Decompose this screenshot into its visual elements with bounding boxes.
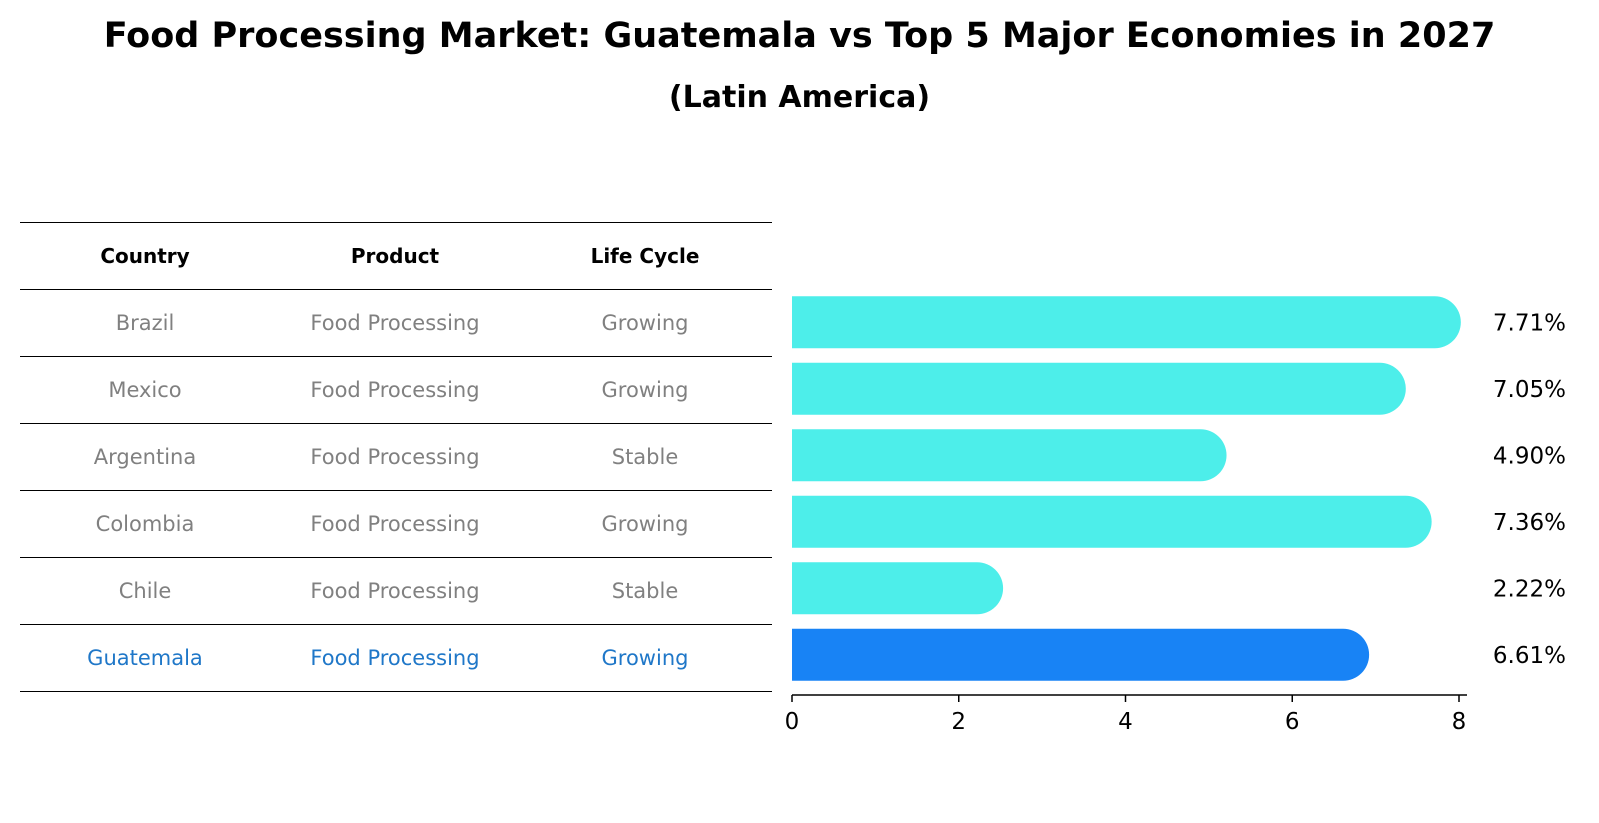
cell-life-cycle: Stable [611, 445, 679, 469]
cell-country: Brazil [115, 311, 175, 335]
cell-country: Mexico [108, 378, 182, 402]
value-label-colombia: 7.36% [1493, 510, 1566, 536]
x-tick-label-8: 8 [1452, 709, 1467, 735]
chart-subtitle: (Latin America) [668, 80, 931, 115]
value-label-chile: 2.22% [1493, 576, 1566, 602]
bar-brazil [792, 296, 1461, 349]
header-life-cycle: Life Cycle [590, 244, 700, 268]
cell-product: Food Processing [310, 445, 480, 469]
cell-product: Food Processing [310, 378, 480, 402]
cell-product: Food Processing [310, 311, 480, 335]
value-label-mexico: 7.05% [1493, 377, 1566, 403]
value-label-argentina: 4.90% [1493, 443, 1566, 469]
header-country: Country [100, 244, 190, 268]
bar-argentina [792, 429, 1227, 482]
cell-life-cycle: Growing [601, 646, 689, 670]
bar-mexico [792, 362, 1406, 415]
x-tick-label-4: 4 [1118, 709, 1133, 735]
bar-chile [792, 562, 1004, 615]
x-tick-label-6: 6 [1285, 709, 1300, 735]
cell-country: Colombia [95, 512, 195, 536]
table-row-mexico: Mexico Food Processing Growing [20, 356, 772, 423]
value-label-brazil: 7.71% [1493, 310, 1566, 336]
header-product: Product [350, 244, 440, 268]
x-tick-label-0: 0 [785, 709, 800, 735]
table-row-brazil: Brazil Food Processing Growing [20, 289, 772, 356]
cell-life-cycle: Growing [601, 512, 689, 536]
bar-colombia [792, 495, 1432, 548]
cell-product: Food Processing [310, 646, 480, 670]
cell-country: Chile [118, 579, 172, 603]
table-row-argentina: Argentina Food Processing Stable [20, 423, 772, 490]
chart-title: Food Processing Market: Guatemala vs Top… [103, 16, 1496, 56]
table-row-guatemala: Guatemala Food Processing Growing [20, 624, 772, 692]
x-tick-label-2: 2 [951, 709, 966, 735]
table-row-chile: Chile Food Processing Stable [20, 557, 772, 624]
cell-life-cycle: Stable [611, 579, 679, 603]
cell-country: Guatemala [87, 646, 203, 670]
bar-guatemala [792, 628, 1370, 681]
table-header-row: Country Product Life Cycle [20, 222, 772, 289]
table-row-colombia: Colombia Food Processing Growing [20, 490, 772, 557]
cell-life-cycle: Growing [601, 311, 689, 335]
cell-life-cycle: Growing [601, 378, 689, 402]
cell-product: Food Processing [310, 512, 480, 536]
cell-product: Food Processing [310, 579, 480, 603]
value-label-guatemala: 6.61% [1493, 643, 1566, 669]
country-table: Country Product Life Cycle Brazil Food P… [20, 222, 772, 692]
cell-country: Argentina [93, 445, 197, 469]
